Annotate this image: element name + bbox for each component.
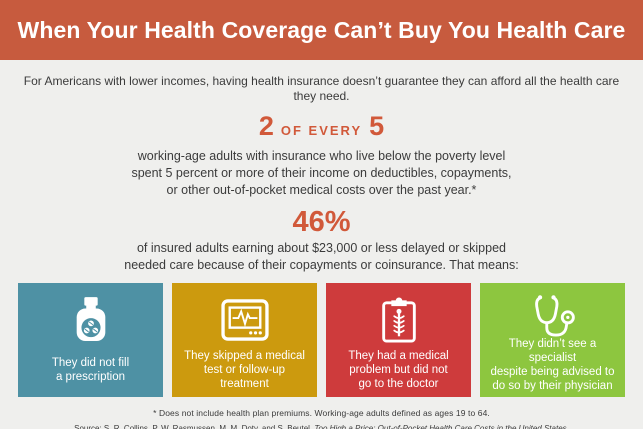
footnote-text: * Does not include health plan premiums.… [153, 408, 490, 418]
medical-monitor-icon [220, 283, 269, 347]
source-title-italic: Too High a Price: Out-of-Pocket Health C… [314, 424, 569, 429]
box-skipped-test: They skipped a medical test or follow-up… [172, 283, 317, 397]
stat-number-2: 2 [258, 111, 274, 141]
medical-clipboard-icon [379, 283, 419, 347]
stat-46-percent: 46% [292, 206, 351, 238]
page-title: When Your Health Coverage Can’t Buy You … [17, 16, 626, 43]
box-prescription-label: They did not fill a prescription [51, 357, 130, 383]
source-prefix: Source: S. R. Collins, P. W. Rasmussen, … [74, 424, 315, 429]
box-no-specialist: They didn’t see a specialist despite bei… [480, 283, 625, 397]
intro-text: For Americans with lower incomes, having… [23, 74, 620, 103]
pill-bottle-icon [70, 283, 112, 347]
box-no-doctor: They had a medical problem but did not g… [326, 283, 471, 397]
box-skipped-test-label: They skipped a medical test or follow-up… [184, 350, 305, 390]
box-no-specialist-label: They didn’t see a specialist despite bei… [490, 338, 615, 392]
box-prescription: They did not fill a prescription [18, 283, 163, 397]
stat-two-of-five-description: working-age adults with insurance who li… [131, 149, 512, 197]
stat-two-of-five: 2 OF EVERY 5 [0, 111, 643, 146]
category-boxes: They did not fill a prescription They sk… [0, 283, 643, 397]
stethoscope-icon [529, 283, 577, 337]
stat-number-5: 5 [369, 111, 385, 141]
stat-of-every-label: OF EVERY [280, 123, 363, 138]
stat-46-percent-description: of insured adults earning about $23,000 … [124, 241, 519, 272]
box-no-doctor-label: They had a medical problem but did not g… [348, 350, 449, 390]
source-citation: Source: S. R. Collins, P. W. Rasmussen, … [0, 423, 643, 429]
header-bar: When Your Health Coverage Can’t Buy You … [0, 0, 643, 60]
source-line-1: Source: S. R. Collins, P. W. Rasmussen, … [0, 423, 643, 429]
